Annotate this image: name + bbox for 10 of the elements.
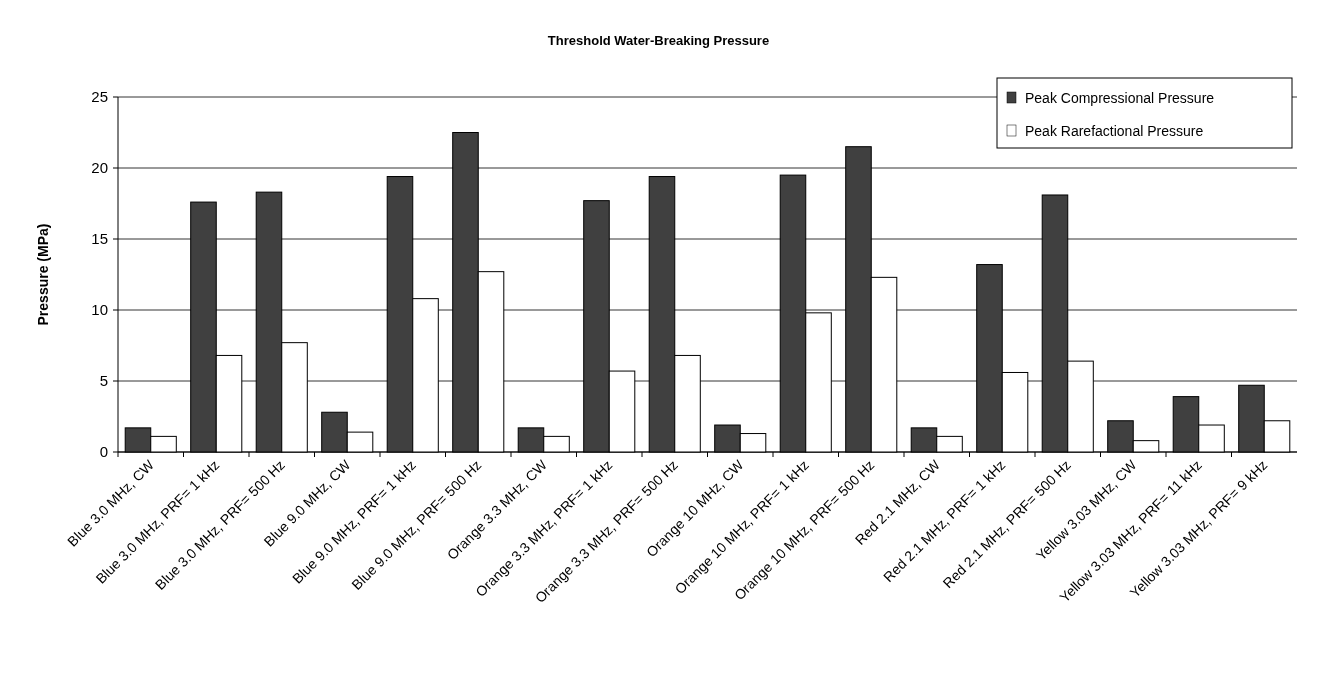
y-tick-label: 10	[91, 301, 108, 319]
y-tick-label: 25	[91, 88, 108, 106]
y-axis-title: Pressure (MPa)	[35, 223, 51, 326]
legend-label: Peak Rarefactional Pressure	[1025, 122, 1204, 139]
y-tick-label: 15	[91, 230, 108, 248]
y-tick-label: 5	[99, 372, 108, 390]
legend-label: Peak Compressional Pressure	[1025, 89, 1215, 106]
y-tick-label: 20	[91, 159, 108, 177]
chart-title: Threshold Water-Breaking Pressure	[547, 33, 770, 48]
y-tick-label: 0	[99, 443, 108, 461]
